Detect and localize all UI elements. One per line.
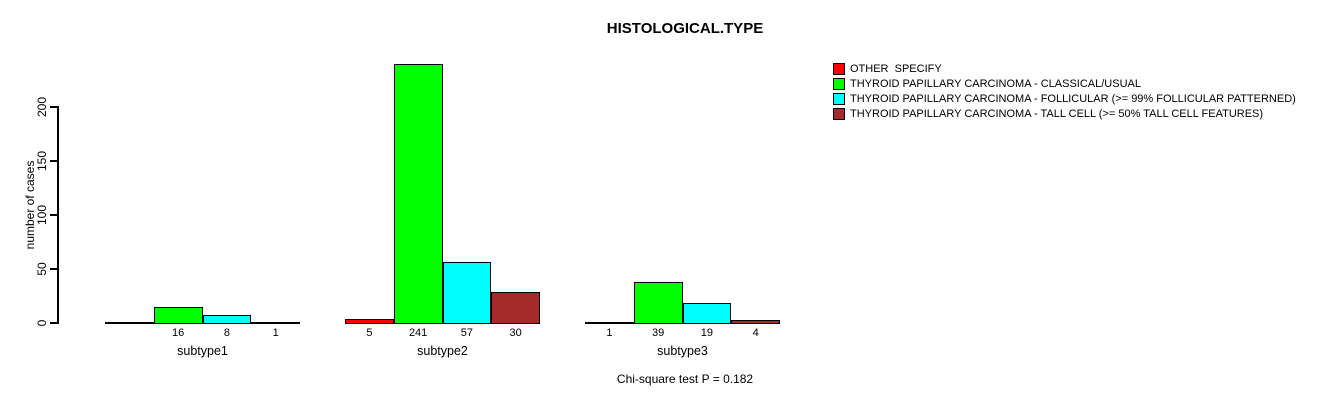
legend-swatch-icon xyxy=(833,62,845,75)
bar-value-label: 39 xyxy=(652,327,665,339)
y-axis-tick xyxy=(50,160,57,162)
bar-value-label: 1 xyxy=(272,327,279,339)
category-label: subtype2 xyxy=(417,344,468,358)
chart-title: HISTOLOGICAL.TYPE xyxy=(606,20,764,37)
y-axis-tick-label: 0 xyxy=(35,319,49,327)
bar-value-label: 5 xyxy=(366,327,373,339)
legend-item: THYROID PAPILLARY CARCINOMA - FOLLICULAR… xyxy=(833,91,1296,106)
bar-subtype3-series3 xyxy=(731,320,780,324)
legend-item: THYROID PAPILLARY CARCINOMA - CLASSICAL/… xyxy=(833,76,1296,91)
legend-swatch-icon xyxy=(833,77,845,90)
category-label: subtype3 xyxy=(657,344,708,358)
bar-subtype3-series2 xyxy=(682,303,732,324)
legend-label: OTHER SPECIFY xyxy=(850,62,942,75)
bar-subtype1-series2 xyxy=(202,315,252,324)
y-axis-tick-label: 200 xyxy=(35,96,49,118)
category-label: subtype1 xyxy=(177,344,228,358)
y-axis-line xyxy=(57,106,59,324)
y-axis-tick-label: 50 xyxy=(35,262,49,276)
bar-subtype2-series2 xyxy=(442,262,492,324)
y-axis-tick xyxy=(50,322,57,324)
legend-label: THYROID PAPILLARY CARCINOMA - TALL CELL … xyxy=(850,107,1264,120)
bar-subtype2-series0 xyxy=(345,319,394,324)
bar-subtype2-series1 xyxy=(393,64,443,324)
legend-swatch-icon xyxy=(833,107,845,120)
bar-subtype3-series1 xyxy=(633,282,683,324)
legend-label: THYROID PAPILLARY CARCINOMA - CLASSICAL/… xyxy=(850,77,1141,90)
bar-value-label: 8 xyxy=(223,327,230,339)
y-axis-tick xyxy=(50,214,57,216)
bar-value-label: 30 xyxy=(509,327,522,339)
y-axis-tick xyxy=(50,106,57,108)
legend-swatch-icon xyxy=(833,92,845,105)
bar-value-label: 4 xyxy=(752,327,759,339)
legend: OTHER SPECIFY THYROID PAPILLARY CARCINOMA… xyxy=(833,61,1296,121)
y-axis-tick-label: 100 xyxy=(35,204,49,226)
bar-value-label: 16 xyxy=(172,327,185,339)
legend-item: THYROID PAPILLARY CARCINOMA - TALL CELL … xyxy=(833,106,1296,121)
bar-subtype1-series3 xyxy=(251,322,300,324)
legend-item: OTHER SPECIFY xyxy=(833,61,1296,76)
bar-subtype3-series0 xyxy=(585,322,634,324)
bar-value-label: 57 xyxy=(460,327,473,339)
y-axis-tick xyxy=(50,268,57,270)
bar-subtype1-series1 xyxy=(153,307,203,324)
bar-value-label: 1 xyxy=(606,327,613,339)
y-axis-tick-label: 150 xyxy=(35,150,49,172)
bar-subtype2-series3 xyxy=(491,292,540,324)
legend-label: THYROID PAPILLARY CARCINOMA - FOLLICULAR… xyxy=(850,92,1296,105)
chi-square-annotation: Chi-square test P = 0.182 xyxy=(616,372,754,386)
bar-value-label: 19 xyxy=(700,327,713,339)
bar-value-label: 241 xyxy=(408,327,428,339)
